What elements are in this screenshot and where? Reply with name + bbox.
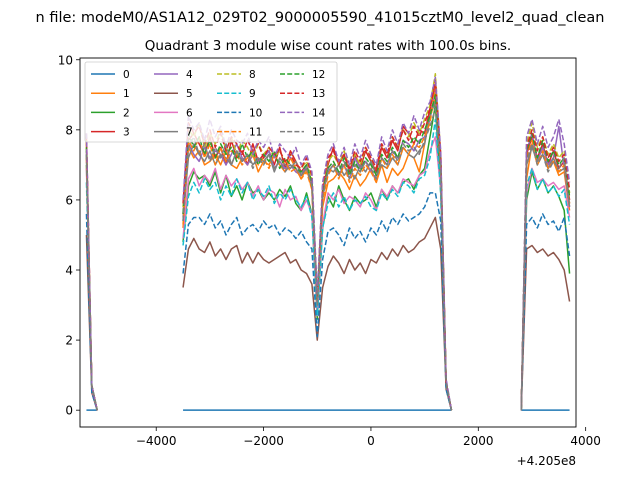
x-tick-label: −4000 bbox=[136, 434, 177, 448]
legend-label-13: 13 bbox=[312, 88, 325, 100]
legend-label-12: 12 bbox=[312, 69, 325, 81]
legend-label-7: 7 bbox=[186, 127, 193, 139]
chart-title: Quadrant 3 module wise count rates with … bbox=[145, 38, 511, 54]
axes-frame bbox=[79, 57, 577, 428]
x-tick-label: 0 bbox=[367, 434, 375, 448]
legend-label-4: 4 bbox=[186, 69, 193, 81]
x-tick-label: −2000 bbox=[243, 434, 284, 448]
y-tick-label: 2 bbox=[65, 334, 73, 348]
legend-box bbox=[84, 61, 338, 143]
legend-label-3: 3 bbox=[123, 127, 130, 139]
legend-label-14: 14 bbox=[312, 107, 326, 119]
legend-label-9: 9 bbox=[249, 88, 256, 100]
legend-label-2: 2 bbox=[123, 107, 130, 119]
y-tick-label: 0 bbox=[65, 404, 73, 418]
y-tick-label: 8 bbox=[65, 123, 73, 137]
series-line-15 bbox=[85, 108, 571, 411]
x-offset-label: +4.205e8 bbox=[517, 454, 576, 468]
y-tick-label: 4 bbox=[65, 264, 73, 278]
legend-label-1: 1 bbox=[123, 88, 130, 100]
legend-label-8: 8 bbox=[249, 69, 256, 81]
x-tick-label: 4000 bbox=[570, 434, 601, 448]
legend-label-15: 15 bbox=[312, 127, 325, 139]
suptitle: n file: modeM0/AS1A12_029T02_9000005590_… bbox=[36, 10, 605, 26]
legend-label-5: 5 bbox=[186, 88, 193, 100]
x-tick-label: 2000 bbox=[463, 434, 494, 448]
legend-label-11: 11 bbox=[249, 127, 262, 139]
y-tick-label: 6 bbox=[65, 193, 73, 207]
legend-label-6: 6 bbox=[186, 107, 193, 119]
y-tick-label: 10 bbox=[58, 53, 73, 67]
legend-label-0: 0 bbox=[123, 69, 130, 81]
legend-label-10: 10 bbox=[249, 107, 262, 119]
